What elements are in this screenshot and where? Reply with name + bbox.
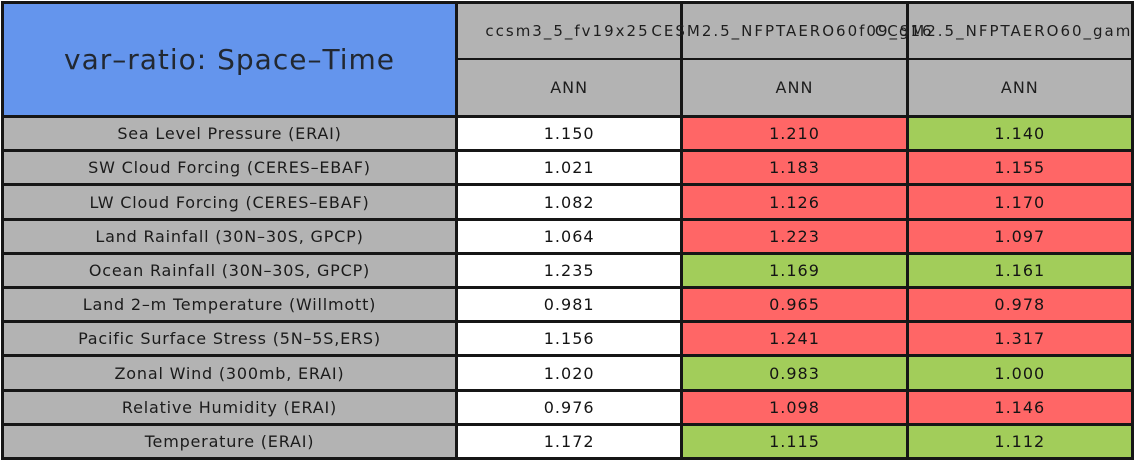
table-row: Land Rainfall (30N–30S, GPCP) 1.064 1.223 1… xyxy=(4,217,1131,252)
value-cell: 1.170 xyxy=(905,186,1131,218)
value-cell: 1.172 xyxy=(455,425,681,458)
table-row: Pacific Surface Stress (5N–5S,ERS) 1.156 1… xyxy=(4,320,1131,355)
value-cell: 1.183 xyxy=(680,152,906,184)
header-column: ANN xyxy=(680,4,906,115)
season-header: ANN xyxy=(550,78,589,97)
model-name-cell xyxy=(683,4,906,60)
value-cell: 1.097 xyxy=(905,220,1131,252)
row-label: Sea Level Pressure (ERAI) xyxy=(4,118,455,150)
value-cell: 1.317 xyxy=(905,323,1131,355)
value-cell: 1.210 xyxy=(680,118,906,150)
table-row: Zonal Wind (300mb, ERAI) 1.020 0.983 1.000 xyxy=(4,354,1131,389)
value-cell: 1.241 xyxy=(680,323,906,355)
value-cell: 1.169 xyxy=(680,254,906,287)
model-name: CCSM2.5_NFPTAERO60_gamma xyxy=(874,22,1131,40)
row-label: Ocean Rainfall (30N–30S, GPCP) xyxy=(4,254,455,287)
row-label: Pacific Surface Stress (5N–5S,ERS) xyxy=(4,323,455,355)
value-cell: 1.098 xyxy=(680,391,906,423)
value-cell: 1.223 xyxy=(680,220,906,252)
season-header: ANN xyxy=(775,78,814,97)
row-label: Zonal Wind (300mb, ERAI) xyxy=(4,357,455,389)
row-label: Temperature (ERAI) xyxy=(4,425,455,458)
value-cell: 1.000 xyxy=(905,357,1131,389)
value-cell: 1.146 xyxy=(905,391,1131,423)
model-name: ccsm3_5_fv19x25 xyxy=(485,22,650,40)
header-column: ANN xyxy=(455,4,681,115)
value-cell: 1.115 xyxy=(680,425,906,458)
table-title-cell: var–ratio: Space–Time xyxy=(4,4,455,115)
model-name-cell xyxy=(908,4,1131,60)
value-cell: 1.150 xyxy=(455,118,681,150)
model-name: CESM2.5_NFPTAERO60f09_g16 xyxy=(651,22,934,40)
table-row: LW Cloud Forcing (CERES–EBAF) 1.082 1.126 1… xyxy=(4,183,1131,218)
value-cell: 0.965 xyxy=(680,289,906,321)
row-label: Relative Humidity (ERAI) xyxy=(4,391,455,423)
model-name-cell xyxy=(458,4,681,60)
table-row: Ocean Rainfall (30N–30S, GPCP) 1.235 1.169… xyxy=(4,251,1131,287)
value-cell: 1.082 xyxy=(455,186,681,218)
value-cell: 0.976 xyxy=(455,391,681,423)
row-label: Land Rainfall (30N–30S, GPCP) xyxy=(4,220,455,252)
table-row: Land 2–m Temperature (Willmott) 0.981 0.96… xyxy=(4,286,1131,321)
table-header-row: var–ratio: Space–Time ANN ANN ANN ccsm3_5_f… xyxy=(4,4,1131,115)
row-label: SW Cloud Forcing (CERES–EBAF) xyxy=(4,152,455,184)
table-title: var–ratio: Space–Time xyxy=(64,43,395,76)
value-cell: 1.126 xyxy=(680,186,906,218)
value-cell: 1.140 xyxy=(905,118,1131,150)
header-column: ANN xyxy=(905,4,1131,115)
value-cell: 1.156 xyxy=(455,323,681,355)
header-columns: ANN ANN ANN ccsm3_5_fv19x25 CESM2.5_NFPTAERO… xyxy=(455,4,1131,115)
table-row: Relative Humidity (ERAI) 0.976 1.098 1.146 xyxy=(4,388,1131,423)
row-label: Land 2–m Temperature (Willmott) xyxy=(4,289,455,321)
season-header: ANN xyxy=(1000,78,1039,97)
table-row: SW Cloud Forcing (CERES–EBAF) 1.021 1.183 1… xyxy=(4,149,1131,184)
value-cell: 1.064 xyxy=(455,220,681,252)
value-cell: 0.983 xyxy=(680,357,906,389)
value-cell: 1.155 xyxy=(905,152,1131,184)
table-row: Sea Level Pressure (ERAI) 1.150 1.210 1.140 xyxy=(4,115,1131,150)
row-label: LW Cloud Forcing (CERES–EBAF) xyxy=(4,186,455,218)
table-row: Temperature (ERAI) 1.172 1.115 1.112 xyxy=(4,422,1131,458)
value-cell: 1.020 xyxy=(455,357,681,389)
value-cell: 0.981 xyxy=(455,289,681,321)
value-cell: 0.978 xyxy=(905,289,1131,321)
value-cell: 1.021 xyxy=(455,152,681,184)
value-cell: 1.112 xyxy=(905,425,1131,458)
value-cell: 1.161 xyxy=(905,254,1131,287)
value-cell: 1.235 xyxy=(455,254,681,287)
